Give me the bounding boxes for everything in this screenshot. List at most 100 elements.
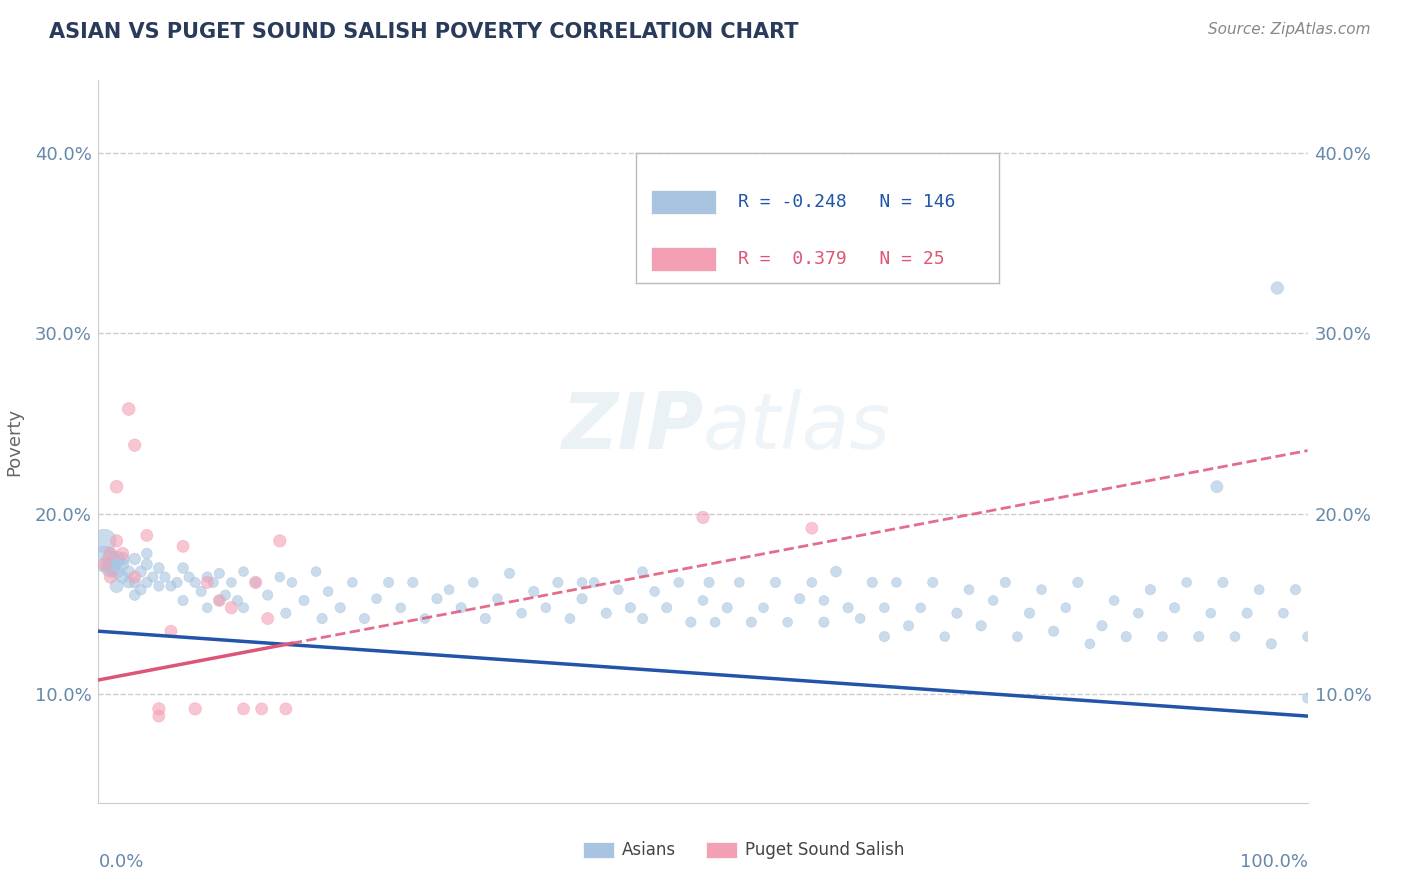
Point	[208, 593, 231, 607]
Point	[668, 575, 690, 590]
Point	[124, 575, 146, 590]
Point	[172, 593, 194, 607]
Point	[172, 539, 194, 553]
Point	[450, 600, 472, 615]
Point	[1115, 630, 1137, 644]
Point	[921, 575, 943, 590]
Point	[208, 593, 231, 607]
Point	[135, 575, 157, 590]
Point	[269, 570, 291, 584]
Point	[1212, 575, 1234, 590]
Point	[124, 570, 146, 584]
Point	[1042, 624, 1064, 639]
Point	[111, 570, 134, 584]
Point	[329, 600, 352, 615]
Point	[195, 570, 218, 584]
Point	[135, 547, 157, 561]
Point	[124, 588, 146, 602]
Point	[111, 558, 134, 572]
Point	[1091, 619, 1114, 633]
Point	[184, 702, 207, 716]
Point	[148, 709, 170, 723]
Point	[934, 630, 956, 644]
Point	[93, 533, 115, 548]
Point	[1067, 575, 1090, 590]
Point	[595, 606, 617, 620]
Y-axis label: Poverty: Poverty	[6, 408, 24, 475]
Point	[970, 619, 993, 633]
Point	[752, 600, 775, 615]
Text: Asians: Asians	[621, 841, 675, 859]
Point	[353, 611, 375, 625]
Point	[849, 611, 872, 625]
Point	[692, 593, 714, 607]
Point	[571, 591, 593, 606]
Point	[232, 600, 254, 615]
Point	[1007, 630, 1029, 644]
Point	[619, 600, 641, 615]
Point	[148, 561, 170, 575]
Point	[910, 600, 932, 615]
Point	[402, 575, 425, 590]
Point	[124, 438, 146, 452]
Point	[740, 615, 762, 630]
Point	[1249, 582, 1271, 597]
Point	[1054, 600, 1077, 615]
Point	[142, 570, 165, 584]
Point	[765, 575, 787, 590]
Point	[100, 561, 122, 575]
Point	[366, 591, 388, 606]
Text: Source: ZipAtlas.com: Source: ZipAtlas.com	[1208, 22, 1371, 37]
Point	[195, 575, 218, 590]
Point	[1175, 575, 1198, 590]
Point	[124, 552, 146, 566]
Point	[860, 575, 883, 590]
Point	[1296, 691, 1319, 706]
Point	[160, 624, 183, 639]
Point	[697, 575, 720, 590]
Point	[1102, 593, 1125, 607]
Point	[281, 575, 304, 590]
Point	[105, 533, 128, 548]
Text: ZIP: ZIP	[561, 389, 703, 465]
Point	[800, 521, 823, 535]
Point	[547, 575, 569, 590]
Text: 100.0%: 100.0%	[1240, 854, 1308, 871]
Point	[1223, 630, 1246, 644]
Point	[274, 702, 297, 716]
Point	[789, 591, 811, 606]
Point	[474, 611, 496, 625]
Point	[118, 575, 141, 590]
Point	[118, 565, 141, 579]
Point	[118, 402, 141, 417]
Point	[389, 600, 412, 615]
Point	[129, 565, 152, 579]
Point	[655, 600, 678, 615]
Point	[250, 702, 273, 716]
Point	[523, 584, 546, 599]
Point	[825, 565, 848, 579]
Point	[644, 584, 666, 599]
Point	[100, 570, 122, 584]
Point	[631, 565, 654, 579]
Point	[111, 547, 134, 561]
Point	[245, 575, 267, 590]
Point	[148, 579, 170, 593]
Point	[776, 615, 799, 630]
Point	[1031, 582, 1053, 597]
Point	[486, 591, 509, 606]
Point	[679, 615, 702, 630]
Point	[100, 561, 122, 575]
Point	[221, 600, 243, 615]
Point	[274, 606, 297, 620]
Point	[413, 611, 436, 625]
Point	[105, 579, 128, 593]
Point	[1139, 582, 1161, 597]
Point	[534, 600, 557, 615]
Point	[1152, 630, 1174, 644]
Point	[510, 606, 533, 620]
Point	[245, 575, 267, 590]
Text: ASIAN VS PUGET SOUND SALISH POVERTY CORRELATION CHART: ASIAN VS PUGET SOUND SALISH POVERTY CORR…	[49, 22, 799, 42]
Text: Puget Sound Salish: Puget Sound Salish	[745, 841, 904, 859]
Point	[498, 566, 520, 581]
